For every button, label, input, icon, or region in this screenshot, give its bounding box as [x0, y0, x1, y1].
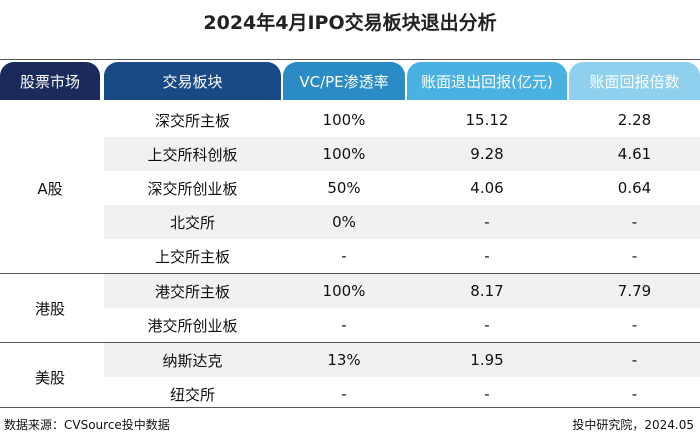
group-us-share: 美股 纳斯达克 13% 1.95 - 纽交所 - - -: [0, 342, 700, 411]
multiple-cell: 0.64: [617, 179, 652, 197]
multiple-cell: -: [631, 351, 638, 369]
board-cell: 北交所: [169, 213, 215, 232]
board-cell: 深交所主板: [154, 111, 230, 130]
table-row: 深交所主板 100% 15.12 2.28: [0, 103, 700, 137]
table-row: 纽交所 - - -: [0, 377, 700, 411]
penetration-cell: 100%: [322, 145, 366, 163]
table-row: 港交所创业板 - - -: [0, 308, 700, 342]
table-row: 上交所科创板 100% 9.28 4.61: [0, 137, 700, 171]
return-cell: 8.17: [470, 282, 504, 300]
table-row: 港交所主板 100% 8.17 7.79: [0, 274, 700, 308]
penetration-cell: -: [341, 316, 347, 334]
table-bottom-rule: [0, 407, 700, 408]
return-cell: 9.28: [470, 145, 504, 163]
return-cell: -: [484, 385, 490, 403]
penetration-cell: 0%: [332, 213, 356, 231]
board-cell: 港交所创业板: [147, 316, 238, 335]
table-body: A股 深交所主板 100% 15.12 2.28 上交所科创板 100% 9.2…: [0, 103, 700, 411]
source-note: 数据来源：CVSource投中数据: [4, 418, 170, 432]
board-cell: 纳斯达克: [162, 351, 223, 370]
board-cell: 港交所主板: [154, 282, 230, 301]
return-cell: -: [484, 316, 490, 334]
table-row: 深交所创业板 50% 4.06 0.64: [0, 171, 700, 205]
market-label: A股: [37, 179, 63, 198]
table-row: 上交所主板 - - -: [0, 239, 700, 273]
return-cell: 15.12: [465, 111, 509, 129]
penetration-cell: 100%: [322, 282, 366, 300]
multiple-cell: -: [631, 385, 638, 403]
multiple-cell: -: [631, 316, 638, 334]
penetration-cell: -: [341, 385, 347, 403]
table-row: 纳斯达克 13% 1.95 -: [0, 343, 700, 377]
return-cell: -: [484, 247, 490, 265]
board-cell: 上交所主板: [154, 247, 230, 266]
penetration-cell: 100%: [322, 111, 366, 129]
table-header: 股票市场 交易板块 VC/PE渗透率 账面退出回报(亿元) 账面回报倍数: [0, 60, 700, 103]
header-board: 交易板块: [104, 62, 281, 100]
exit-analysis-table: 股票市场 交易板块 VC/PE渗透率 账面退出回报(亿元) 账面回报倍数 A股 …: [0, 59, 700, 411]
table-row: 北交所 0% - -: [0, 205, 700, 239]
multiple-cell: 7.79: [617, 282, 652, 300]
credit-note: 投中研究院，2024.05: [572, 418, 694, 432]
page-title: 2024年4月IPO交易板块退出分析: [203, 12, 497, 34]
multiple-cell: 4.61: [617, 145, 652, 163]
return-cell: -: [484, 213, 490, 231]
return-cell: 1.95: [470, 351, 504, 369]
multiple-cell: 2.28: [617, 111, 652, 129]
board-cell: 上交所科创板: [147, 145, 238, 164]
header-return: 账面退出回报(亿元): [407, 62, 567, 100]
penetration-cell: 50%: [327, 179, 361, 197]
board-cell: 深交所创业板: [147, 179, 238, 198]
return-cell: 4.06: [470, 179, 504, 197]
header-market: 股票市场: [0, 62, 100, 100]
header-penetration: VC/PE渗透率: [283, 62, 405, 100]
board-cell: 纽交所: [169, 385, 215, 404]
market-label: 美股: [34, 368, 65, 387]
market-label: 港股: [34, 299, 65, 318]
group-hk-share: 港股 港交所主板 100% 8.17 7.79 港交所创业板 - - -: [0, 273, 700, 342]
header-multiple: 账面回报倍数: [569, 62, 700, 100]
multiple-cell: -: [631, 247, 638, 265]
penetration-cell: -: [341, 247, 347, 265]
penetration-cell: 13%: [327, 351, 361, 369]
multiple-cell: -: [631, 213, 638, 231]
group-a-share: A股 深交所主板 100% 15.12 2.28 上交所科创板 100% 9.2…: [0, 103, 700, 273]
